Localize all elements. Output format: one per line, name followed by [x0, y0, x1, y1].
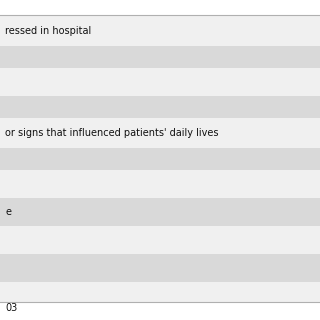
Bar — [0, 46, 320, 68]
Text: or signs that influenced patients' daily lives: or signs that influenced patients' daily… — [5, 128, 219, 138]
Bar — [0, 198, 320, 226]
Bar — [0, 282, 320, 302]
Bar — [0, 170, 320, 198]
Bar — [0, 226, 320, 254]
Bar — [0, 118, 320, 148]
Bar — [0, 16, 320, 46]
Bar — [0, 254, 320, 282]
Bar — [0, 303, 320, 320]
Bar — [0, 148, 320, 170]
Bar — [0, 96, 320, 118]
Text: e: e — [5, 207, 11, 217]
Text: 03: 03 — [5, 303, 17, 313]
Bar — [0, 15, 320, 16]
Bar — [0, 302, 320, 303]
Text: ressed in hospital: ressed in hospital — [5, 26, 91, 36]
Bar — [0, 5, 320, 15]
Bar — [0, 68, 320, 96]
